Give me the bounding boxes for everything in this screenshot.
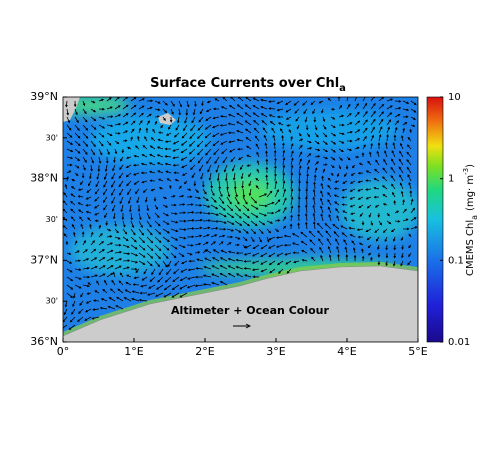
current-arrows (63, 97, 418, 330)
x-tick-label: 2°E (195, 345, 214, 358)
colorbar-tick-label: 1 (448, 174, 454, 185)
colorbar-tick-label: 0.01 (448, 337, 470, 348)
y-tick-label: 30' (46, 133, 58, 142)
colorbar (426, 96, 444, 343)
y-tick-label: 37°N (30, 253, 58, 266)
chl-patches (63, 97, 418, 276)
map-area (63, 97, 418, 342)
x-tick-label: 1°E (124, 345, 143, 358)
colorbar-label-exponent: -3 (462, 168, 470, 175)
y-tick-label: 36°N (30, 335, 58, 348)
land (63, 265, 418, 342)
colorbar-label-units-end: ) (465, 164, 476, 168)
x-tick-label: 0° (57, 345, 70, 358)
colorbar-label: CMEMS Chla (mg· m-3) (462, 164, 479, 276)
colorbar-label-units: (mg· m (465, 175, 476, 211)
title-text: Surface Currents over Chl (150, 76, 339, 91)
y-tick-label: 39°N (30, 90, 58, 103)
title-subscript: a (339, 83, 346, 94)
colorbar-label-text: CMEMS Chl (465, 220, 476, 276)
y-tick-label: 30' (46, 215, 58, 224)
y-tick-label: 30' (46, 297, 58, 306)
x-tick-label: 3°E (266, 345, 285, 358)
colorbar-label-subscript: a (470, 215, 479, 220)
reference-arrow (233, 323, 252, 329)
title: Surface Currents over Chla (150, 76, 346, 95)
colorbar-tick-label: 10 (448, 92, 461, 103)
colorbar-tick-label: 0.1 (448, 255, 464, 266)
y-tick-label: 38°N (30, 172, 58, 185)
island (63, 97, 80, 122)
annotation: Altimeter + Ocean Colour (171, 304, 329, 317)
x-tick-label: 4°E (337, 345, 356, 358)
x-tick-label: 5°E (408, 345, 427, 358)
